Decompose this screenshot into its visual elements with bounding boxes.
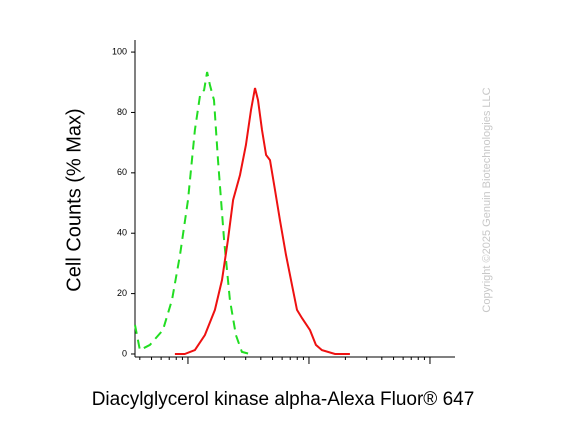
y-tick-label: 20 bbox=[117, 288, 127, 298]
y-tick-label: 0 bbox=[122, 348, 127, 358]
histogram-line bbox=[174, 87, 350, 355]
histogram-line bbox=[134, 71, 251, 355]
y-axis-label: Cell Counts (% Max) bbox=[63, 108, 85, 291]
y-tick-label: 40 bbox=[117, 228, 127, 238]
x-axis-label: Diacylglycerol kinase alpha-Alexa Fluor®… bbox=[92, 389, 475, 410]
y-tick-label: 100 bbox=[112, 46, 127, 56]
y-tick-label: 80 bbox=[117, 107, 127, 117]
watermark: Copyright ©2025 Genuin Biotechnologies L… bbox=[481, 87, 493, 312]
y-tick-label: 60 bbox=[117, 167, 127, 177]
